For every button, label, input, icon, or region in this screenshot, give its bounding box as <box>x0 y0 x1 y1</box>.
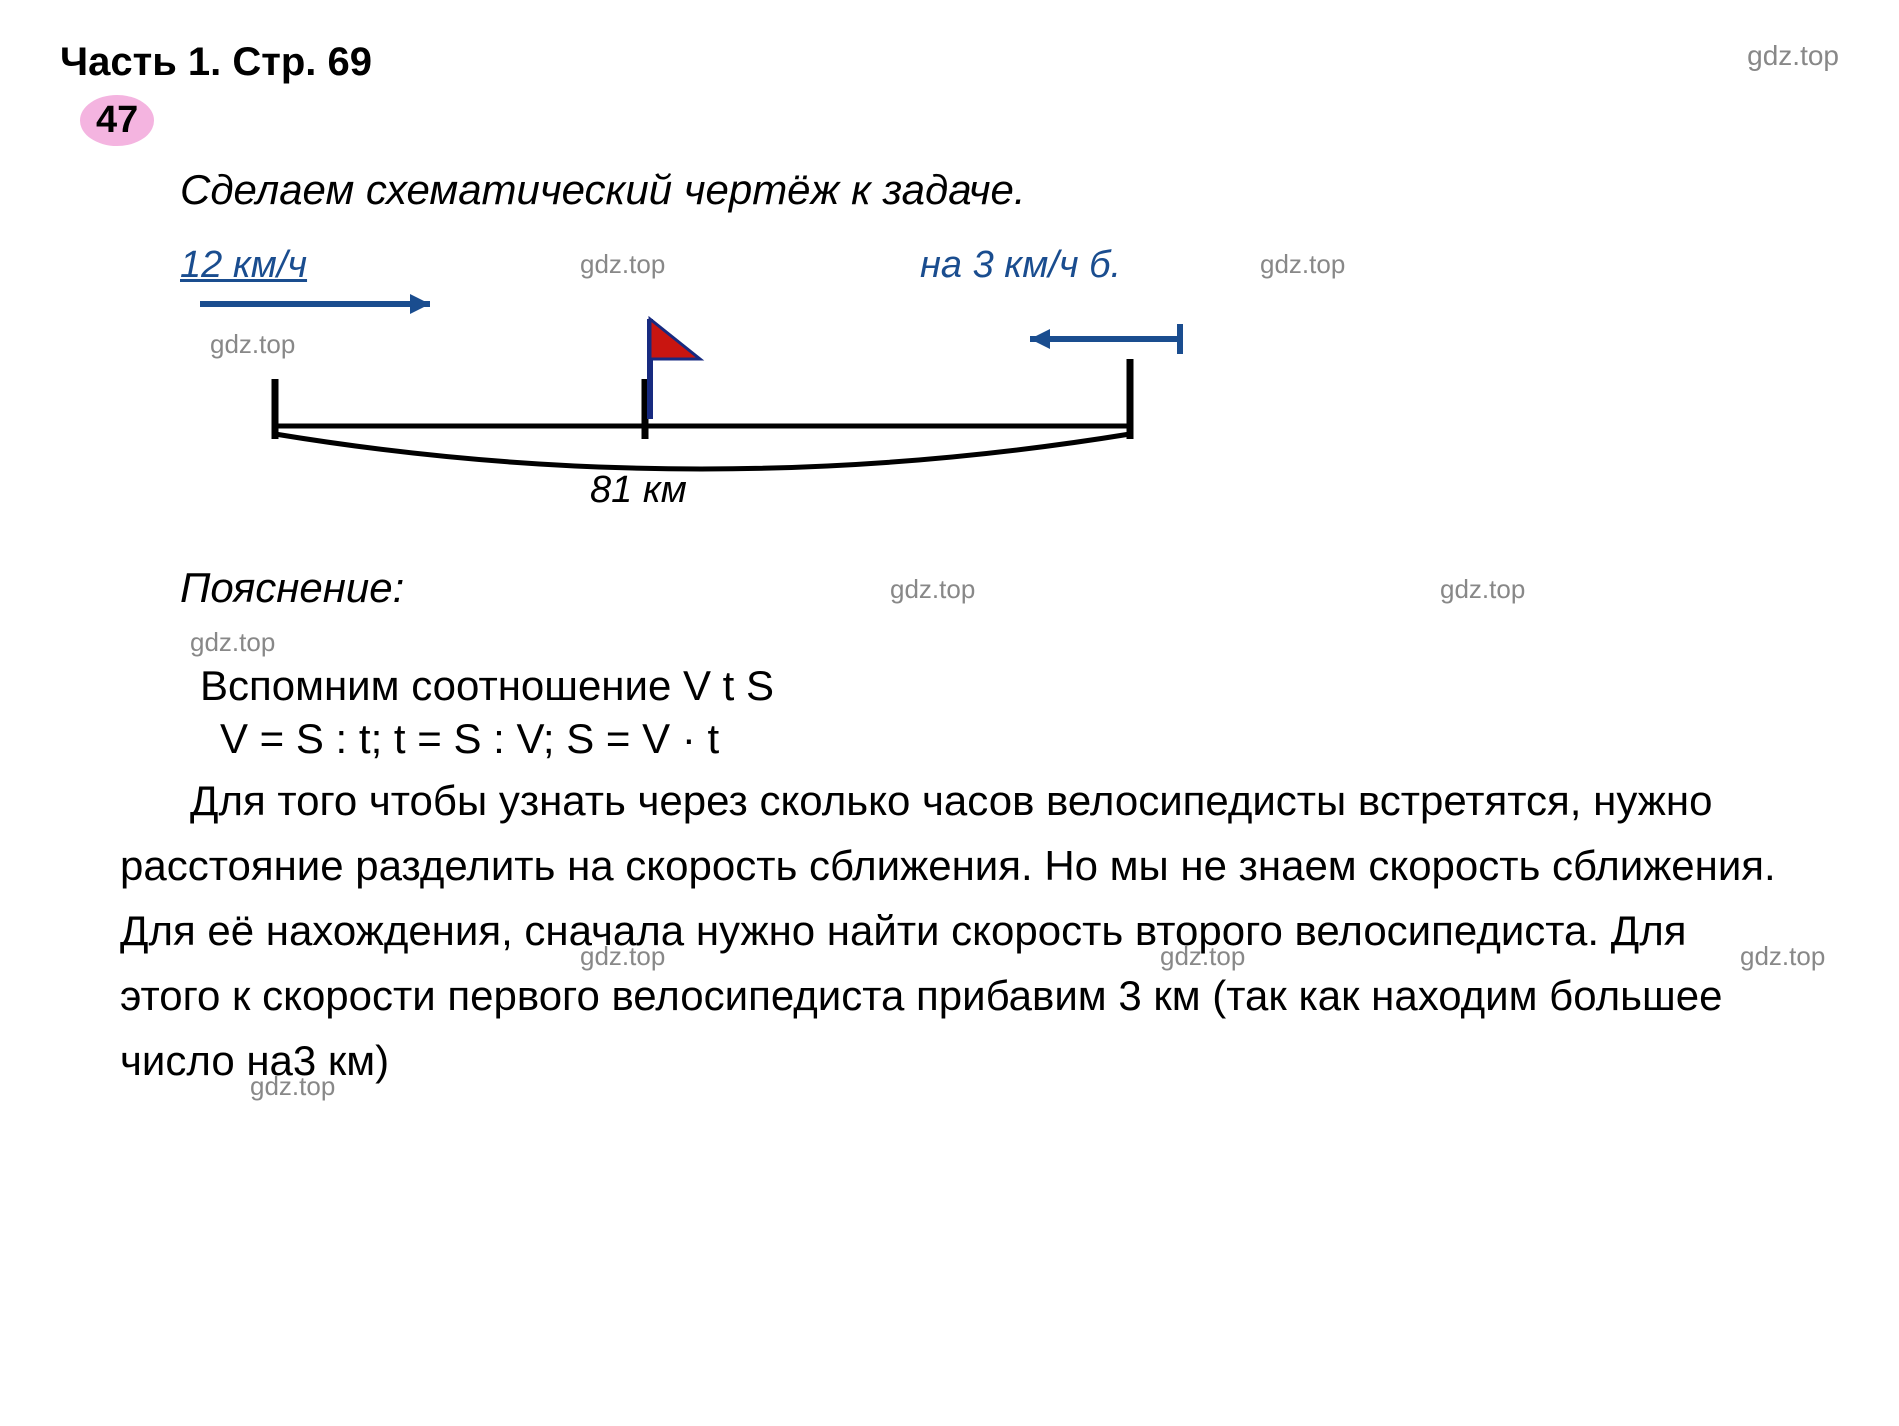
formula-relation: Вспомним соотношение V t S <box>200 662 1839 710</box>
watermark-para-3: gdz.top <box>1740 936 1825 976</box>
explanation-paragraph: gdz.top gdz.top gdz.top gdz.top Для того… <box>120 768 1779 1093</box>
formula-equations: V = S : t; t = S : V; S = V · t <box>220 715 1839 763</box>
watermark-diagram-right: gdz.top <box>1260 249 1345 280</box>
page-title: Часть 1. Стр. 69 <box>60 40 372 85</box>
watermark-expl-3: gdz.top <box>190 627 275 658</box>
watermark-para-4: gdz.top <box>250 1066 335 1106</box>
distance-label: 81 км <box>590 469 687 512</box>
watermark-expl-1: gdz.top <box>890 574 975 605</box>
schematic-diagram: 12 км/ч gdz.top на 3 км/ч б. gdz.top gdz… <box>160 244 1160 524</box>
diagram-svg <box>160 244 1260 504</box>
watermark-para-2: gdz.top <box>1160 936 1245 976</box>
task-number-badge: 47 <box>80 95 154 146</box>
watermark-para-1: gdz.top <box>580 936 665 976</box>
watermark-top-right: gdz.top <box>1747 40 1839 72</box>
watermark-expl-2: gdz.top <box>1440 574 1525 605</box>
explanation-heading: Пояснение: <box>180 564 1839 612</box>
task-instruction: Сделаем схематический чертёж к задаче. <box>180 166 1839 214</box>
